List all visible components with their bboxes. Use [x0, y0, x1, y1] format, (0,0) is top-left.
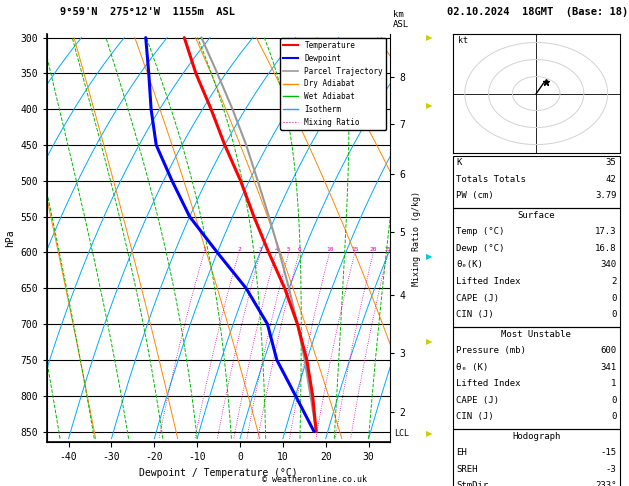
Text: θₑ(K): θₑ(K)	[456, 260, 483, 270]
Text: LCL: LCL	[394, 429, 409, 438]
Text: Mixing Ratio (g/kg): Mixing Ratio (g/kg)	[412, 191, 421, 286]
Text: -15: -15	[600, 448, 616, 457]
Text: 16.8: 16.8	[595, 244, 616, 253]
Text: 6: 6	[298, 247, 301, 252]
Text: 600: 600	[600, 346, 616, 355]
Text: CIN (J): CIN (J)	[456, 412, 494, 421]
Text: Hodograph: Hodograph	[512, 432, 560, 441]
Text: θₑ (K): θₑ (K)	[456, 363, 488, 372]
Text: 2: 2	[237, 247, 241, 252]
Text: km
ASL: km ASL	[393, 10, 409, 29]
Text: Lifted Index: Lifted Index	[456, 379, 521, 388]
Text: 0: 0	[611, 310, 616, 319]
Text: 340: 340	[600, 260, 616, 270]
Text: ▶: ▶	[426, 252, 432, 260]
Y-axis label: hPa: hPa	[5, 229, 15, 247]
Text: SREH: SREH	[456, 465, 477, 474]
Text: CAPE (J): CAPE (J)	[456, 294, 499, 303]
Text: Pressure (mb): Pressure (mb)	[456, 346, 526, 355]
Text: kt: kt	[458, 35, 467, 45]
Text: © weatheronline.co.uk: © weatheronline.co.uk	[262, 474, 367, 484]
Text: 10: 10	[326, 247, 333, 252]
Legend: Temperature, Dewpoint, Parcel Trajectory, Dry Adiabat, Wet Adiabat, Isotherm, Mi: Temperature, Dewpoint, Parcel Trajectory…	[280, 38, 386, 130]
Text: 20: 20	[370, 247, 377, 252]
Text: 0: 0	[611, 294, 616, 303]
Text: 4: 4	[274, 247, 278, 252]
Text: ▶: ▶	[426, 101, 432, 110]
Text: 1: 1	[611, 379, 616, 388]
X-axis label: Dewpoint / Temperature (°C): Dewpoint / Temperature (°C)	[139, 468, 298, 478]
Text: 35: 35	[606, 158, 616, 168]
Text: 3.79: 3.79	[595, 191, 616, 201]
Text: EH: EH	[456, 448, 467, 457]
Text: 0: 0	[611, 412, 616, 421]
Text: 233°: 233°	[595, 481, 616, 486]
Text: ▶: ▶	[426, 429, 432, 438]
Text: 02.10.2024  18GMT  (Base: 18): 02.10.2024 18GMT (Base: 18)	[447, 7, 628, 17]
Text: ▶: ▶	[426, 337, 432, 347]
Text: K: K	[456, 158, 462, 168]
Text: CAPE (J): CAPE (J)	[456, 396, 499, 405]
Text: ▶: ▶	[426, 33, 432, 42]
Text: Surface: Surface	[518, 211, 555, 220]
Text: 3: 3	[259, 247, 262, 252]
Text: 2: 2	[611, 277, 616, 286]
Text: PW (cm): PW (cm)	[456, 191, 494, 201]
Text: 1: 1	[203, 247, 206, 252]
Text: 0: 0	[611, 396, 616, 405]
Text: 9°59'N  275°12'W  1155m  ASL: 9°59'N 275°12'W 1155m ASL	[60, 7, 235, 17]
Text: CIN (J): CIN (J)	[456, 310, 494, 319]
Text: 25: 25	[384, 247, 392, 252]
Text: Most Unstable: Most Unstable	[501, 330, 571, 339]
Text: 17.3: 17.3	[595, 227, 616, 237]
Text: -3: -3	[606, 465, 616, 474]
Text: Dewp (°C): Dewp (°C)	[456, 244, 504, 253]
Text: Lifted Index: Lifted Index	[456, 277, 521, 286]
Text: 15: 15	[351, 247, 359, 252]
Text: 42: 42	[606, 175, 616, 184]
Text: Temp (°C): Temp (°C)	[456, 227, 504, 237]
Text: 341: 341	[600, 363, 616, 372]
Text: Totals Totals: Totals Totals	[456, 175, 526, 184]
Text: StmDir: StmDir	[456, 481, 488, 486]
Text: 5: 5	[287, 247, 291, 252]
